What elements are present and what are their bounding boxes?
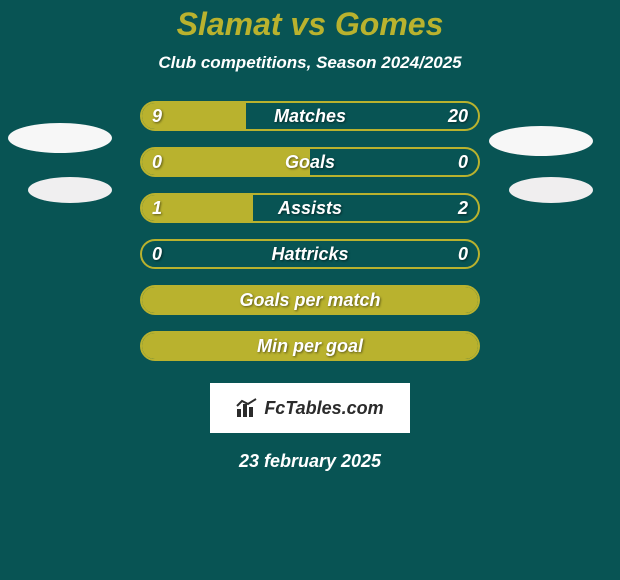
- value-right: 0: [458, 147, 468, 177]
- footer-date: 23 february 2025: [0, 451, 620, 472]
- stat-row: Min per goal: [0, 331, 620, 361]
- bar-fill: [142, 149, 310, 175]
- bar-track: [140, 285, 480, 315]
- watermark-text: FcTables.com: [264, 398, 383, 419]
- value-left: 9: [152, 101, 162, 131]
- stat-row: Goals00: [0, 147, 620, 177]
- stat-bars: Matches920Goals00Assists12Hattricks00Goa…: [0, 101, 620, 361]
- bar-track: [140, 101, 480, 131]
- watermark-badge: FcTables.com: [210, 383, 410, 433]
- bar-track: [140, 239, 480, 269]
- chart-icon: [236, 398, 258, 418]
- bar-track: [140, 147, 480, 177]
- value-left: 1: [152, 193, 162, 223]
- bar-track: [140, 193, 480, 223]
- value-left: 0: [152, 147, 162, 177]
- stat-row: Hattricks00: [0, 239, 620, 269]
- bar-fill: [142, 287, 478, 313]
- stat-row: Assists12: [0, 193, 620, 223]
- stat-row: Matches920: [0, 101, 620, 131]
- value-right: 20: [448, 101, 468, 131]
- value-right: 2: [458, 193, 468, 223]
- stat-row: Goals per match: [0, 285, 620, 315]
- page-title: Slamat vs Gomes: [0, 0, 620, 43]
- bar-track: [140, 331, 480, 361]
- value-left: 0: [152, 239, 162, 269]
- page-subtitle: Club competitions, Season 2024/2025: [0, 53, 620, 73]
- value-right: 0: [458, 239, 468, 269]
- comparison-card: Slamat vs Gomes Club competitions, Seaso…: [0, 0, 620, 580]
- bar-fill: [142, 333, 478, 359]
